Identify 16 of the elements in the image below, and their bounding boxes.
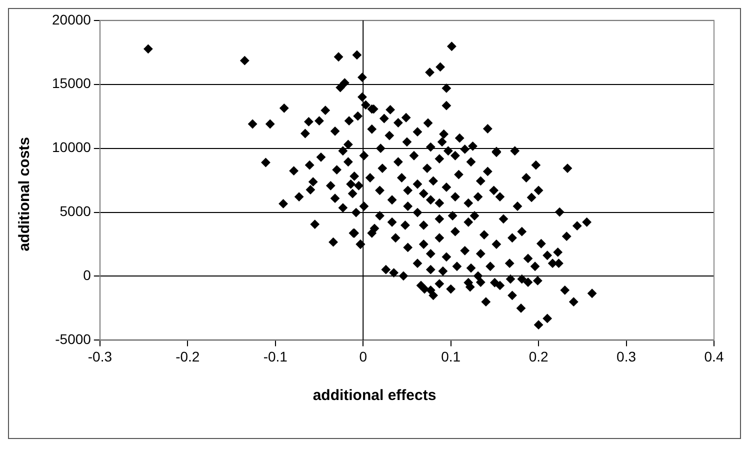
x-tick-label: 0.4 [704, 348, 724, 364]
y-axis-title: additional costs [16, 136, 32, 252]
x-tick-label: 0 [359, 348, 368, 364]
y-tick-label: 20000 [52, 11, 92, 28]
y-tick-label: 5000 [60, 203, 92, 220]
y-tick-label: -5000 [55, 331, 92, 348]
x-tick-label: -0.2 [176, 348, 200, 364]
x-tick-label: 0.1 [441, 348, 461, 364]
x-axis-title: additional effects [312, 387, 438, 404]
y-tick-label: 15000 [52, 75, 92, 92]
x-tick-label: 0.3 [616, 348, 636, 364]
x-tick-label: -0.3 [88, 348, 112, 364]
y-tick-label: 10000 [52, 139, 92, 156]
x-tick-label: -0.1 [263, 348, 288, 364]
x-tick-label: 0.2 [528, 348, 548, 364]
y-tick-label: 0 [83, 267, 92, 284]
